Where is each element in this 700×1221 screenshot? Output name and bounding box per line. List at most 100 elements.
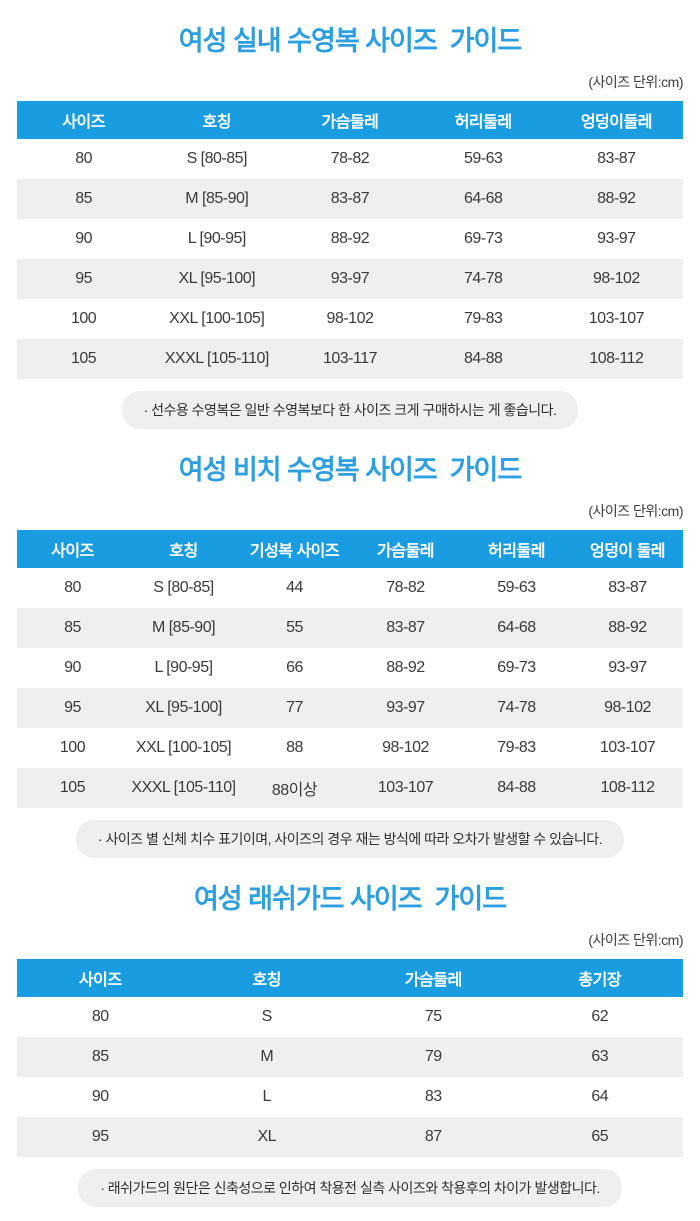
table-cell: L [90-95]: [154, 659, 213, 677]
table-row: 80 S [80-85] 78-82 59-63 83-87: [17, 139, 683, 179]
table-cell: XL: [257, 1128, 277, 1146]
column-header: 가슴둘레: [350, 959, 517, 998]
column-header: 허리둘레: [461, 530, 572, 569]
page-title-indoor: 여성 실내 수영복 사이즈 가이드: [178, 26, 522, 56]
table-cell: 103-117: [322, 350, 378, 368]
table-cell: L: [262, 1088, 272, 1106]
table-cell: 74-78: [463, 270, 503, 288]
table-row: 90 L [90-95] 66 88-92 69-73 93-97: [17, 648, 683, 688]
column-header: 기성복 사이즈: [239, 530, 350, 569]
page-title-beach: 여성 비치 수영복 사이즈 가이드: [178, 455, 522, 486]
table-cell: 79: [424, 1048, 442, 1066]
table-cell: 98-102: [382, 739, 429, 757]
table-row: 85 M [85-90] 83-87 64-68 88-92: [17, 179, 683, 220]
table-row: 95 XL [95-100] 77 93-97 74-78 98-102: [17, 688, 683, 729]
table-cell: S [80-85]: [186, 150, 248, 168]
table-cell: 87: [424, 1128, 442, 1146]
table-cell: 79-83: [497, 739, 536, 757]
table-body: 80 S [80-85] 78-82 59-63 83-87 85 M [85-90] 83-…: [17, 139, 683, 380]
table-cell: 64: [591, 1088, 609, 1106]
table-cell: 90: [91, 1088, 109, 1106]
column-header: 엉덩이둘레: [549, 101, 683, 140]
table-cell: S: [261, 1008, 273, 1026]
table-cell: 88-92: [608, 619, 647, 637]
table-cell: 59-63: [463, 150, 503, 168]
column-header: 사이즈: [17, 530, 128, 569]
table-row: 85 M 79 63: [17, 1037, 683, 1078]
table-cell: 79-83: [463, 310, 503, 328]
table-row: 105 XXXL [105-110] 103-117 84-88 108-112: [17, 339, 683, 380]
note-pill: · 선수용 수영복은 일반 수영복보다 한 사이즈 크게 구매하시는 게 좋습니…: [121, 391, 579, 430]
table-header: 사이즈 호칭 가슴둘레 총기장: [17, 959, 683, 998]
table-row: 105 XXXL [105-110] 88이상 103-107 84-88 108-112: [17, 768, 683, 809]
column-header: 사이즈: [17, 101, 151, 140]
table-cell: 98-102: [604, 699, 651, 717]
table-cell: 88이상: [271, 782, 318, 800]
table-cell: 108-112: [600, 779, 655, 797]
table-cell: XL [95-100]: [145, 699, 222, 717]
table-cell: 105: [70, 350, 97, 368]
table-cell: 93-97: [330, 270, 370, 288]
table-cell: 83-87: [608, 579, 647, 597]
table-cell: XXL [100-105]: [135, 739, 232, 757]
table-cell: 105: [59, 779, 86, 797]
column-header: 총기장: [516, 959, 683, 998]
column-header: 가슴둘레: [350, 530, 461, 569]
table-cell: XXXL [105-110]: [131, 779, 236, 797]
table-cell: 69-73: [463, 230, 503, 248]
table-cell: 83-87: [597, 150, 636, 168]
table-cell: 93-97: [597, 230, 636, 248]
column-header: 가슴둘레: [283, 101, 417, 140]
table-row: 95 XL [95-100] 93-97 74-78 98-102: [17, 259, 683, 300]
table-cell: 95: [64, 699, 81, 717]
table-row: 80 S 75 62: [17, 997, 683, 1037]
rashguard-size-table: 사이즈 호칭 가슴둘레 총기장 80 S 75 62 85 M 79 63 90 L 83 64 95 XL 87…: [17, 959, 683, 1158]
table-cell: 88: [286, 739, 303, 757]
table-cell: 75: [424, 1008, 442, 1026]
table-cell: 65: [591, 1128, 609, 1146]
section-rashguard-guide: 여성 래쉬가드 사이즈 가이드 (사이즈 단위:cm) 사이즈 호칭 가슴둘레 총기장…: [17, 884, 684, 1208]
table-cell: 83-87: [330, 190, 370, 208]
table-cell: 44: [286, 579, 303, 597]
table-cell: 85: [91, 1048, 109, 1066]
table-cell: 98-102: [592, 270, 640, 288]
header-row: 사이즈 호칭 가슴둘레 총기장: [17, 959, 683, 998]
column-header: 호칭: [183, 959, 350, 998]
table-cell: 59-63: [497, 579, 536, 597]
table-cell: M [85-90]: [151, 619, 216, 637]
table-cell: 100: [70, 310, 97, 328]
table-cell: 69-73: [497, 659, 536, 677]
table-cell: 78-82: [330, 150, 370, 168]
table-body: 80 S 75 62 85 M 79 63 90 L 83 64 95 XL 87 65: [17, 997, 683, 1158]
header-row: 사이즈 호칭 기성복 사이즈 가슴둘레 허리둘레 엉덩이 둘레: [17, 530, 683, 569]
table-row: 95 XL 87 65: [17, 1117, 683, 1158]
table-cell: 77: [286, 699, 303, 717]
table-cell: L [90-95]: [187, 230, 247, 248]
table-row: 90 L 83 64: [17, 1077, 683, 1117]
table-cell: 83-87: [386, 619, 425, 637]
table-row: 100 XXL [100-105] 98-102 79-83 103-107: [17, 299, 683, 339]
table-cell: 98-102: [326, 310, 374, 328]
beach-swimsuit-size-table: 사이즈 호칭 기성복 사이즈 가슴둘레 허리둘레 엉덩이 둘레 80 S [80-85] 44…: [17, 530, 683, 809]
table-cell: 80: [64, 579, 81, 597]
table-cell: XXXL [105-110]: [164, 350, 270, 368]
table-cell: M: [260, 1048, 274, 1066]
table-cell: 55: [286, 619, 303, 637]
table-cell: 88-92: [597, 190, 636, 208]
table-cell: 83: [424, 1088, 442, 1106]
table-row: 90 L [90-95] 88-92 69-73 93-97: [17, 219, 683, 259]
table-row: 85 M [85-90] 55 83-87 64-68 88-92: [17, 608, 683, 649]
table-cell: 62: [591, 1008, 609, 1026]
table-cell: 80: [91, 1008, 109, 1026]
note-container: · 사이즈 별 신체 치수 표기이며, 사이즈의 경우 재는 방식에 따라 오차…: [17, 820, 683, 859]
table-cell: 90: [64, 659, 81, 677]
table-cell: M [85-90]: [185, 190, 249, 208]
table-row: 80 S [80-85] 44 78-82 59-63 83-87: [17, 568, 683, 608]
note-pill: · 래쉬가드의 원단은 신축성으로 인하여 착용전 실측 사이즈와 착용후의 차…: [78, 1169, 622, 1208]
column-header: 사이즈: [17, 959, 184, 998]
table-cell: 85: [75, 190, 92, 208]
column-header: 엉덩이 둘레: [572, 530, 683, 569]
table-cell: 95: [91, 1128, 109, 1146]
table-cell: 88-92: [330, 230, 370, 248]
